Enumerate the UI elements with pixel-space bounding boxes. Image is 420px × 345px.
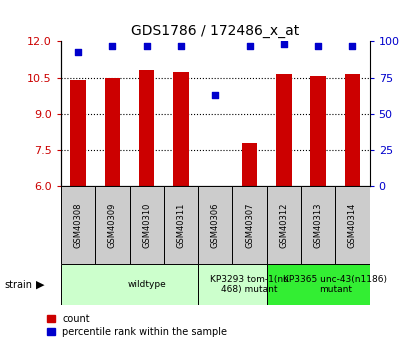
Text: GSM40309: GSM40309 (108, 203, 117, 248)
Bar (276, 74, 291, 186)
Bar (242, 143, 257, 186)
Bar (129, 186, 164, 264)
Bar (335, 186, 370, 264)
Point (143, 43, 150, 49)
Text: GSM40310: GSM40310 (142, 203, 151, 248)
Bar (61, 264, 198, 305)
Bar (232, 186, 267, 264)
Bar (267, 264, 370, 305)
Bar (95, 186, 129, 264)
Bar (139, 70, 155, 186)
Text: GSM40308: GSM40308 (74, 203, 83, 248)
Point (75, 49, 81, 54)
Point (109, 43, 116, 49)
Point (315, 43, 322, 49)
Bar (198, 186, 232, 264)
Bar (267, 186, 301, 264)
Bar (70, 80, 86, 186)
Text: GSM40313: GSM40313 (314, 203, 323, 248)
Text: KP3365 unc-43(n1186)
mutant: KP3365 unc-43(n1186) mutant (284, 275, 387, 294)
Text: GSM40306: GSM40306 (211, 203, 220, 248)
Text: GSM40314: GSM40314 (348, 203, 357, 248)
Bar (61, 186, 95, 264)
Point (281, 41, 287, 47)
Point (178, 43, 184, 49)
Bar (301, 186, 335, 264)
Bar (173, 72, 189, 186)
Text: wildtype: wildtype (127, 280, 166, 289)
Text: GSM40307: GSM40307 (245, 203, 254, 248)
Bar (164, 186, 198, 264)
Title: GDS1786 / 172486_x_at: GDS1786 / 172486_x_at (131, 23, 299, 38)
Bar (310, 77, 326, 186)
Point (349, 43, 356, 49)
Point (212, 92, 219, 98)
Bar (198, 264, 267, 305)
Text: GSM40312: GSM40312 (279, 203, 289, 248)
Point (246, 43, 253, 49)
Bar (105, 78, 120, 186)
Legend: count, percentile rank within the sample: count, percentile rank within the sample (47, 314, 227, 337)
Text: KP3293 tom-1(nu
468) mutant: KP3293 tom-1(nu 468) mutant (210, 275, 289, 294)
Text: strain: strain (4, 280, 32, 289)
Text: GSM40311: GSM40311 (176, 203, 186, 248)
Bar (345, 74, 360, 186)
Text: ▶: ▶ (36, 280, 44, 289)
